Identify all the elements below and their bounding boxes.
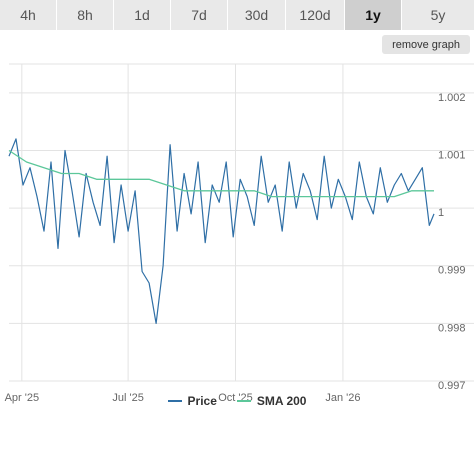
x-tick-label: Jan '26	[325, 392, 360, 404]
tab-1y[interactable]: 1y	[345, 0, 402, 30]
price-series-line	[8, 138, 435, 324]
legend-swatch-price	[167, 400, 182, 402]
legend-item-price[interactable]: Price	[167, 394, 217, 408]
tab-30d[interactable]: 30d	[228, 0, 286, 30]
y-tick-label: 0.999	[438, 265, 466, 277]
tab-120d[interactable]: 120d	[286, 0, 345, 30]
legend-item-sma[interactable]: SMA 200	[236, 394, 307, 408]
tab-4h[interactable]: 4h	[0, 0, 57, 30]
y-tick-label: 1.001	[438, 149, 466, 161]
y-tick-label: 0.998	[438, 322, 466, 334]
tab-8h[interactable]: 8h	[57, 0, 114, 30]
tab-5y[interactable]: 5y	[402, 0, 474, 30]
x-tick-label: Apr '25	[5, 392, 40, 404]
sma-series-line	[8, 149, 434, 198]
legend-label-price: Price	[187, 394, 217, 408]
tab-7d[interactable]: 7d	[171, 0, 228, 30]
x-tick-label: Jul '25	[112, 392, 143, 404]
legend-swatch-sma	[236, 400, 251, 402]
y-tick-label: 1.002	[438, 92, 466, 104]
timeframe-tabbar: 4h 8h 1d 7d 30d 120d 1y 5y	[0, 0, 474, 30]
tab-1d[interactable]: 1d	[114, 0, 171, 30]
y-tick-label: 1	[438, 207, 444, 219]
y-tick-label: 0.997	[438, 380, 466, 392]
remove-graph-button[interactable]: remove graph	[382, 35, 470, 54]
chart-legend: Price SMA 200	[0, 392, 474, 410]
legend-label-sma: SMA 200	[256, 394, 307, 408]
